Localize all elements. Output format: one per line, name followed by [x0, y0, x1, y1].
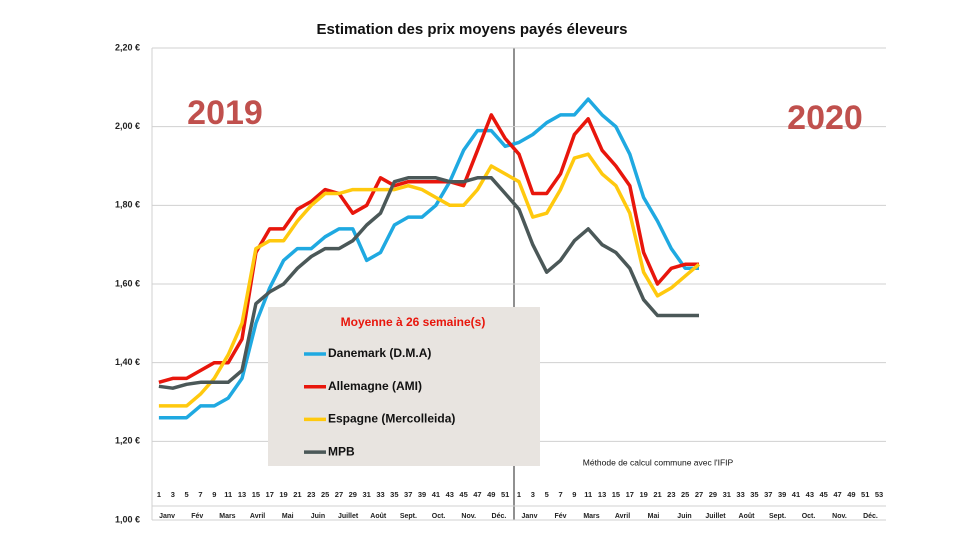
x-tick-label: 23: [307, 490, 315, 499]
year-label: 2019: [187, 94, 263, 132]
month-label: Sept.: [400, 513, 417, 520]
month-label: Mai: [648, 513, 660, 520]
month-label: Nov.: [832, 513, 847, 520]
legend-label: Espagne (Mercolleida): [328, 412, 455, 426]
x-tick-label: 47: [833, 490, 841, 499]
x-tick-label: 7: [558, 490, 562, 499]
x-tick-label: 23: [667, 490, 675, 499]
month-label: Août: [739, 513, 756, 520]
x-tick-label: 11: [224, 490, 232, 499]
x-tick-label: 3: [531, 490, 535, 499]
month-label: Avril: [615, 513, 630, 520]
x-tick-label: 5: [545, 490, 549, 499]
legend-label: Danemark (D.M.A): [328, 346, 431, 360]
x-tick-label: 27: [335, 490, 343, 499]
series-line: [158, 152, 701, 408]
x-tick-label: 27: [695, 490, 703, 499]
x-tick-label: 9: [572, 490, 576, 499]
x-tick-label: 25: [681, 490, 689, 499]
month-label: Oct.: [432, 513, 446, 520]
x-tick-label: 45: [820, 490, 828, 499]
y-tick-label: 1,40 €: [115, 357, 140, 367]
chart-title: Estimation des prix moyens payés éleveur…: [317, 21, 628, 38]
y-tick-label: 1,60 €: [115, 278, 140, 288]
x-tick-label: 39: [418, 490, 426, 499]
x-tick-label: 17: [266, 490, 274, 499]
x-tick-label: 11: [584, 490, 592, 499]
month-label: Mai: [282, 513, 294, 520]
month-label: Déc.: [863, 513, 878, 520]
series-line: [158, 176, 699, 390]
x-tick-label: 3: [171, 490, 175, 499]
x-tick-label: 37: [404, 490, 412, 499]
x-tick-label: 19: [279, 490, 287, 499]
x-tick-label: 15: [252, 490, 260, 499]
x-tick-label: 15: [612, 490, 620, 499]
month-label: Août: [370, 513, 387, 520]
x-tick-label: 47: [473, 490, 481, 499]
x-tick-label: 45: [459, 490, 467, 499]
month-label: Déc.: [492, 513, 507, 520]
month-label: Sept.: [769, 513, 786, 520]
x-tick-label: 25: [321, 490, 329, 499]
x-tick-label: 13: [598, 490, 606, 499]
x-tick-label: 51: [501, 490, 509, 499]
x-tick-label: 5: [185, 490, 189, 499]
x-tick-label: 17: [626, 490, 634, 499]
month-label: Juillet: [338, 513, 359, 520]
x-tick-label: 29: [349, 490, 357, 499]
x-tick-label: 31: [362, 490, 370, 499]
month-label: Janv: [159, 513, 175, 520]
x-tick-label: 19: [639, 490, 647, 499]
x-tick-label: 21: [653, 490, 661, 499]
month-label: Mars: [583, 513, 599, 520]
x-tick-label: 1: [517, 490, 521, 499]
y-tick-label: 1,00 €: [115, 514, 140, 524]
y-tick-label: 1,20 €: [115, 436, 140, 446]
x-tick-label: 43: [806, 490, 814, 499]
legend-label: Allemagne (AMI): [328, 379, 422, 393]
month-label: Fév: [191, 513, 203, 520]
month-label: Juin: [677, 513, 691, 520]
x-tick-label: 1: [157, 490, 161, 499]
x-tick-label: 13: [238, 490, 246, 499]
month-label: Avril: [250, 513, 265, 520]
x-tick-label: 35: [750, 490, 758, 499]
x-tick-label: 41: [432, 490, 440, 499]
y-tick-label: 2,00 €: [115, 121, 140, 131]
x-tick-label: 51: [861, 490, 869, 499]
series-line: [158, 97, 699, 420]
y-tick-label: 1,80 €: [115, 200, 140, 210]
x-tick-label: 9: [212, 490, 216, 499]
month-label: Oct.: [802, 513, 816, 520]
month-label: Nov.: [461, 513, 476, 520]
x-tick-label: 21: [293, 490, 301, 499]
note: Méthode de calcul commune avec l'IFIP: [583, 457, 734, 467]
y-tick-label: 2,20 €: [115, 42, 140, 52]
x-tick-label: 29: [709, 490, 717, 499]
x-tick-label: 39: [778, 490, 786, 499]
x-tick-label: 7: [198, 490, 202, 499]
month-label: Mars: [219, 513, 235, 520]
series-line: [158, 113, 699, 384]
x-tick-label: 31: [723, 490, 731, 499]
x-tick-label: 35: [390, 490, 398, 499]
month-label: Juillet: [705, 513, 726, 520]
x-tick-label: 49: [487, 490, 495, 499]
x-tick-label: 43: [446, 490, 454, 499]
x-tick-label: 41: [792, 490, 800, 499]
legend-title: Moyenne à 26 semaine(s): [341, 315, 486, 329]
month-label: Fév: [554, 513, 566, 520]
x-tick-label: 49: [847, 490, 855, 499]
x-tick-label: 53: [875, 490, 883, 499]
legend-label: MPB: [328, 444, 355, 458]
x-tick-label: 33: [376, 490, 384, 499]
x-tick-label: 33: [736, 490, 744, 499]
year-label: 2020: [787, 99, 863, 137]
month-label: Janv: [522, 513, 538, 520]
month-label: Juin: [311, 513, 325, 520]
x-tick-label: 37: [764, 490, 772, 499]
